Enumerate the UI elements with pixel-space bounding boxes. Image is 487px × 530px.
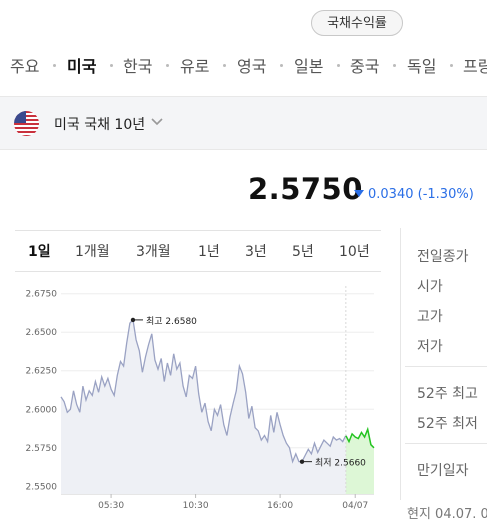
price-chart[interactable]: 2.6750 2.6500 2.6250 2.6000 2.5750 2.5500 05:3… bbox=[0, 280, 390, 526]
price-change-value: 0.0340 bbox=[368, 187, 414, 202]
tab-euro[interactable]: 유로 bbox=[180, 57, 210, 76]
price-chart-svg: 2.6750 2.6500 2.6250 2.6000 2.5750 2.5500 05:3… bbox=[26, 286, 375, 511]
stats-divider bbox=[405, 366, 487, 367]
stat-open-label: 시가 bbox=[417, 279, 443, 295]
y-tick-label: 2.6250 bbox=[26, 367, 58, 377]
tab-separator bbox=[450, 64, 453, 67]
y-tick-label: 2.6000 bbox=[26, 405, 58, 415]
tab-separator bbox=[393, 64, 396, 67]
low-label: 최저 2.5660 bbox=[315, 458, 366, 469]
x-tick-label: 04/07 bbox=[342, 501, 368, 511]
y-tick-label: 2.5750 bbox=[26, 444, 58, 454]
y-tick-label: 2.6750 bbox=[26, 290, 58, 300]
stat-maturity-label: 만기일자 bbox=[417, 463, 469, 479]
y-tick-label: 2.6500 bbox=[26, 328, 58, 338]
x-tick-label: 05:30 bbox=[98, 501, 124, 511]
range-tab-1y[interactable]: 1년 bbox=[198, 244, 220, 260]
local-time-note: 현지 04.07. 0 bbox=[407, 507, 487, 522]
chevron-down-icon bbox=[150, 113, 164, 132]
series-2-area bbox=[345, 429, 374, 494]
range-tab-10y[interactable]: 10년 bbox=[339, 244, 370, 260]
stat-52w-high-label: 52주 최고 bbox=[417, 386, 478, 402]
y-tick-label: 2.5500 bbox=[26, 482, 58, 492]
tab-major[interactable]: 주요 bbox=[10, 57, 40, 76]
tab-china[interactable]: 중국 bbox=[350, 57, 380, 76]
stat-52w-low-label: 52주 최저 bbox=[417, 416, 478, 432]
treasury-yield-chip[interactable]: 국채수익률 bbox=[311, 10, 403, 36]
tab-separator bbox=[110, 64, 113, 67]
panel-divider bbox=[400, 228, 401, 500]
stat-low-label: 저가 bbox=[417, 339, 443, 355]
series-2-line bbox=[345, 426, 375, 449]
range-tab-1m[interactable]: 1개월 bbox=[75, 244, 110, 260]
bond-selector-label: 미국 국채 10년 bbox=[54, 117, 146, 133]
tab-separator bbox=[337, 64, 340, 67]
bond-selector[interactable]: 미국 국채 10년 bbox=[0, 96, 487, 150]
us-flag-icon bbox=[14, 111, 39, 136]
stats-divider bbox=[405, 443, 487, 444]
range-tab-3y[interactable]: 3년 bbox=[245, 244, 267, 260]
price-change: 0.0340 (-1.30%) bbox=[354, 187, 474, 202]
x-tick-label: 10:30 bbox=[183, 501, 209, 511]
range-tab-3m[interactable]: 3개월 bbox=[136, 244, 171, 260]
tab-separator bbox=[223, 64, 226, 67]
price-value: 2.5750 bbox=[248, 172, 363, 206]
tab-germany[interactable]: 독일 bbox=[407, 57, 437, 76]
range-tab-1d[interactable]: 1일 bbox=[28, 244, 51, 260]
triangle-down-icon bbox=[354, 190, 364, 197]
series-1-area bbox=[61, 319, 346, 494]
x-tick-label: 16:00 bbox=[267, 501, 293, 511]
market-tabs: 주요 미국 한국 유로 영국 일본 중국 독일 프랑 bbox=[0, 48, 487, 82]
range-tabs: 1일 1개월 3개월 1년 3년 5년 10년 bbox=[15, 230, 381, 272]
tab-separator bbox=[53, 64, 56, 67]
range-tab-5y[interactable]: 5년 bbox=[292, 244, 314, 260]
tab-separator bbox=[166, 64, 169, 67]
price-change-percent: (-1.30%) bbox=[417, 187, 474, 202]
high-label: 최고 2.6580 bbox=[146, 316, 197, 327]
tab-uk[interactable]: 영국 bbox=[237, 57, 267, 76]
stat-high-label: 고가 bbox=[417, 309, 443, 325]
tab-separator bbox=[280, 64, 283, 67]
tab-france[interactable]: 프랑 bbox=[463, 57, 487, 76]
series-1-line bbox=[60, 318, 347, 464]
tab-korea[interactable]: 한국 bbox=[123, 57, 153, 76]
tab-usa[interactable]: 미국 bbox=[67, 57, 97, 76]
stat-prev-close-label: 전일종가 bbox=[417, 249, 469, 265]
tab-japan[interactable]: 일본 bbox=[294, 57, 324, 76]
